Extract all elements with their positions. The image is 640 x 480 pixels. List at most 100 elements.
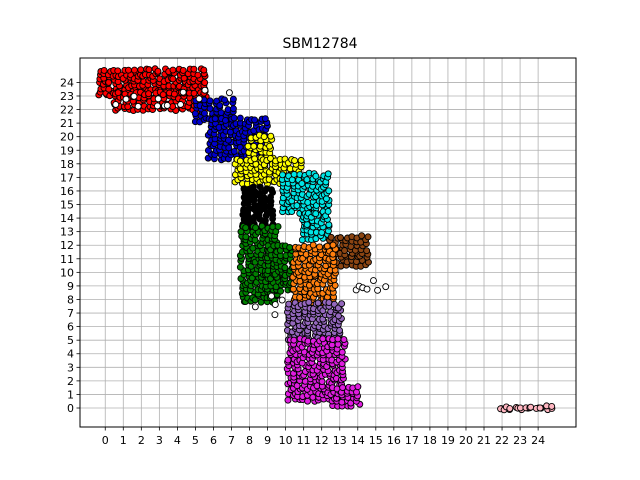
data-point (222, 117, 229, 124)
data-point (105, 85, 113, 93)
data-point (194, 71, 202, 79)
data-point (260, 133, 268, 141)
data-point (252, 224, 260, 232)
data-point (268, 186, 275, 194)
data-point (163, 101, 171, 109)
data-point (303, 176, 311, 184)
data-point (363, 285, 371, 293)
data-point (267, 132, 275, 140)
data-point (229, 105, 237, 113)
data-point (137, 66, 145, 74)
y-tick-label: 7 (67, 307, 74, 320)
data-point (278, 296, 286, 304)
data-point (312, 210, 320, 218)
x-tick-label: 20 (459, 434, 473, 447)
data-point (251, 116, 259, 124)
data-point (296, 293, 304, 301)
data-point (154, 95, 162, 103)
x-tick-label: 18 (423, 434, 437, 447)
data-point (154, 67, 162, 75)
x-tick-label: 9 (264, 434, 271, 447)
data-point (338, 300, 346, 308)
data-point (242, 233, 250, 241)
y-tick-label: 19 (60, 144, 74, 157)
y-tick-label: 20 (60, 131, 74, 144)
axis-ticks: 0 1 2 3 4 5 6 7 8 9 10 11 12 13 14 15 16 17 18 19 20 21 22 23 24… (60, 76, 545, 447)
y-tick-label: 1 (67, 388, 74, 401)
x-tick-label: 23 (513, 434, 527, 447)
data-point (225, 144, 233, 152)
data-point (251, 155, 259, 163)
data-point (179, 67, 187, 74)
data-point (250, 142, 258, 150)
data-point (211, 115, 219, 123)
y-tick-label: 2 (67, 375, 74, 388)
data-point (318, 228, 326, 236)
x-tick-label: 3 (156, 434, 163, 447)
x-tick-label: 24 (531, 434, 545, 447)
data-point (327, 233, 335, 241)
data-point (114, 89, 122, 97)
data-point (304, 397, 312, 405)
x-tick-label: 8 (246, 434, 253, 447)
y-tick-label: 21 (60, 117, 74, 130)
data-point (293, 202, 301, 210)
data-point (244, 142, 252, 150)
data-point (251, 303, 259, 311)
data-point (284, 396, 292, 404)
y-tick-label: 18 (60, 158, 74, 171)
data-point (216, 102, 224, 109)
data-point (130, 92, 138, 100)
x-tick-label: 0 (102, 434, 109, 447)
x-tick-label: 4 (174, 434, 181, 447)
data-point (336, 326, 344, 334)
data-point (290, 170, 298, 178)
y-tick-label: 3 (67, 361, 74, 374)
data-point (341, 247, 348, 254)
data-point (323, 242, 331, 250)
y-tick-label: 6 (67, 321, 74, 334)
y-tick-label: 17 (60, 171, 74, 184)
data-point (274, 223, 282, 231)
data-point (506, 405, 514, 412)
data-point (122, 95, 130, 103)
y-tick-label: 16 (60, 185, 74, 198)
x-tick-label: 10 (279, 434, 293, 447)
data-point (169, 75, 177, 83)
data-point (200, 66, 208, 74)
data-point (230, 148, 238, 155)
data-point (536, 404, 544, 412)
data-point (125, 66, 132, 74)
data-point (312, 172, 320, 180)
x-tick-label: 6 (210, 434, 217, 447)
data-point (364, 233, 372, 241)
data-point (250, 183, 257, 191)
data-point (329, 241, 337, 249)
y-tick-label: 9 (67, 280, 74, 293)
data-point (229, 95, 237, 103)
x-tick-label: 11 (297, 434, 311, 447)
data-point (324, 207, 332, 215)
data-point (338, 348, 346, 356)
data-point (331, 281, 339, 289)
data-point (159, 91, 167, 99)
data-point (334, 335, 342, 343)
data-point (266, 142, 274, 150)
x-tick-label: 22 (495, 434, 509, 447)
data-point (548, 402, 556, 410)
x-tick-label: 1 (120, 434, 127, 447)
data-point (260, 194, 268, 202)
data-point (358, 232, 366, 240)
data-point (309, 241, 317, 249)
data-point (190, 65, 198, 73)
data-point (154, 102, 161, 110)
data-point (179, 88, 187, 96)
data-point (201, 79, 209, 87)
y-tick-label: 24 (60, 76, 74, 89)
data-point (124, 103, 132, 111)
data-point (271, 301, 279, 309)
data-point (112, 101, 120, 108)
data-point (236, 114, 244, 122)
data-point (201, 86, 209, 94)
